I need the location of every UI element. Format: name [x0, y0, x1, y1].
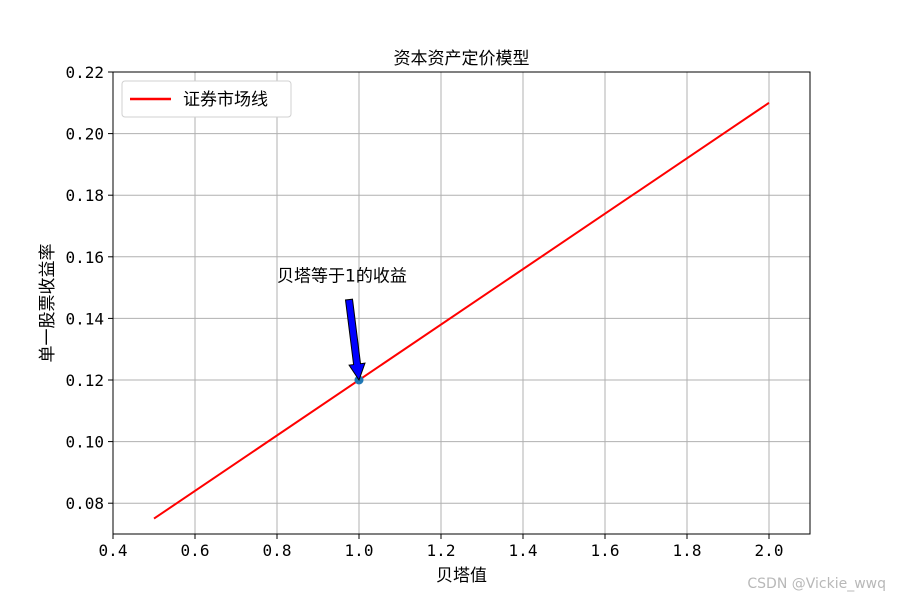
legend: 证券市场线 [121, 80, 292, 118]
x-tick-label: 2.0 [755, 541, 784, 560]
y-axis-title: 单一股票收益率 [38, 244, 58, 363]
series-line [153, 101, 770, 520]
y-tick-label: 0.18 [65, 186, 104, 205]
annotation-text: 贝塔等于1的收益 [277, 267, 407, 287]
x-tick-label: 1.6 [591, 541, 620, 560]
annotation: 贝塔等于1的收益 [277, 267, 407, 382]
x-axis-title: 贝塔值 [436, 566, 487, 586]
series-layer [153, 101, 770, 520]
x-tick-label: 0.4 [99, 541, 128, 560]
x-tick-label: 0.8 [263, 541, 292, 560]
y-ticks: 0.08 0.10 0.12 0.14 0.16 0.18 0.20 0.22 [65, 63, 113, 513]
x-tick-label: 1.4 [509, 541, 538, 560]
y-tick-label: 0.16 [65, 248, 104, 267]
y-tick-label: 0.14 [65, 309, 104, 328]
x-tick-label: 1.8 [673, 541, 702, 560]
watermark: CSDN @Vickie_wwq [747, 576, 886, 592]
y-tick-label: 0.20 [65, 125, 104, 144]
y-tick-label: 0.12 [65, 371, 104, 390]
y-tick-label: 0.10 [65, 433, 104, 452]
y-tick-label: 0.08 [65, 494, 104, 513]
x-ticks: 0.4 0.6 0.8 1.0 1.2 1.4 1.6 1.8 2.0 [99, 534, 784, 560]
annotation-arrow [344, 298, 366, 382]
x-tick-label: 1.0 [345, 541, 374, 560]
legend-label: 证券市场线 [183, 90, 268, 110]
grid [112, 71, 810, 534]
y-tick-label: 0.22 [65, 63, 104, 82]
legend-box [121, 80, 292, 118]
chart-title: 资本资产定价模型 [394, 49, 530, 69]
x-tick-label: 1.2 [427, 541, 456, 560]
plot-frame [112, 71, 811, 535]
x-tick-label: 0.6 [181, 541, 210, 560]
